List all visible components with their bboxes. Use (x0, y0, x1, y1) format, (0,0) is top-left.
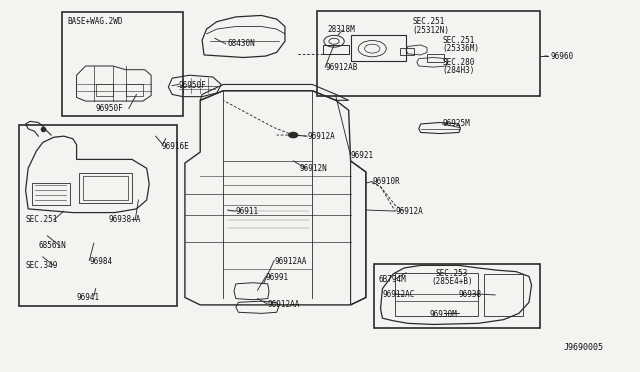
Text: 96912AC: 96912AC (383, 291, 415, 299)
Text: 96912A: 96912A (395, 206, 423, 216)
Text: J9690005: J9690005 (563, 343, 604, 352)
Bar (32, 183, 70, 205)
Text: 96912A: 96912A (307, 132, 335, 141)
Text: 96912AB: 96912AB (325, 62, 358, 72)
Text: 96938: 96938 (459, 291, 482, 299)
Text: 96941: 96941 (77, 293, 100, 302)
Text: SEC.251: SEC.251 (412, 17, 445, 26)
Text: 6B794M: 6B794M (379, 275, 406, 283)
Bar (351, 35, 406, 61)
Text: 68561N: 68561N (38, 241, 66, 250)
Text: SEC.251: SEC.251 (26, 215, 58, 224)
Bar (79, 173, 132, 203)
Text: 96930M: 96930M (429, 310, 458, 319)
Bar (323, 45, 349, 54)
Circle shape (289, 132, 298, 138)
Bar (427, 54, 444, 62)
Text: 96938+A: 96938+A (108, 215, 141, 224)
Text: 96921: 96921 (351, 151, 374, 160)
Text: SEC.251: SEC.251 (442, 36, 475, 45)
Text: SEC.280: SEC.280 (442, 58, 475, 67)
Text: 28318M: 28318M (328, 25, 355, 34)
Text: (284H3): (284H3) (442, 66, 475, 75)
Bar (83, 176, 127, 200)
Text: 96911: 96911 (236, 206, 259, 216)
Text: 96912N: 96912N (300, 164, 327, 173)
Text: 96910R: 96910R (372, 177, 400, 186)
Text: 96916E: 96916E (162, 142, 189, 151)
Bar (62, 13, 183, 116)
Bar (484, 274, 523, 316)
Text: BASE+WAG.2WD: BASE+WAG.2WD (67, 17, 122, 26)
Text: 96950F: 96950F (179, 81, 206, 90)
Text: 96991: 96991 (266, 273, 289, 282)
Text: SEC.253: SEC.253 (436, 269, 468, 278)
Text: (285E4+B): (285E4+B) (431, 277, 473, 286)
Bar (317, 11, 540, 96)
Bar (395, 273, 478, 316)
Bar (19, 125, 177, 306)
Text: SEC.349: SEC.349 (26, 261, 58, 270)
Text: 68430N: 68430N (228, 39, 255, 48)
Bar (399, 48, 414, 55)
Text: 96960: 96960 (550, 52, 574, 61)
Text: 96912AA: 96912AA (268, 300, 300, 310)
Text: (25312N): (25312N) (412, 26, 449, 35)
Text: (25336M): (25336M) (442, 44, 479, 53)
Bar (125, 84, 143, 96)
Text: 96925M: 96925M (442, 119, 470, 128)
Bar (96, 84, 113, 96)
Text: 96912AA: 96912AA (274, 257, 307, 266)
Text: 96984: 96984 (90, 257, 113, 266)
Bar (374, 263, 540, 328)
Text: 96950F: 96950F (96, 104, 124, 113)
